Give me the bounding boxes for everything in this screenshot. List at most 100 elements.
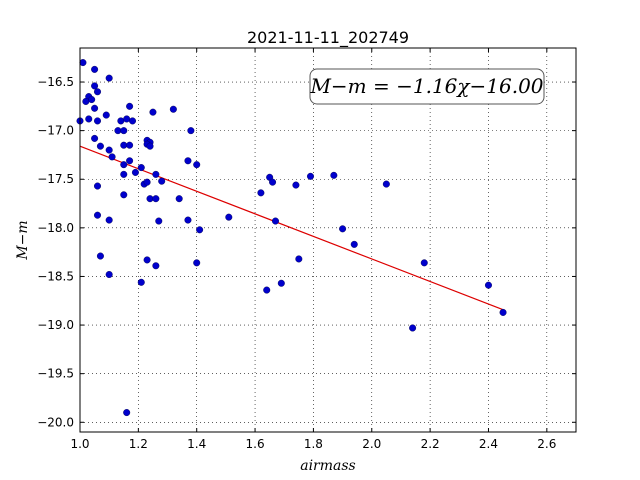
data-point — [339, 225, 347, 233]
data-point — [277, 279, 285, 287]
data-point — [126, 141, 134, 149]
data-point — [350, 240, 358, 248]
data-point — [120, 161, 128, 169]
data-point — [169, 105, 177, 113]
data-point — [409, 324, 417, 332]
data-point — [158, 177, 166, 185]
data-point — [88, 96, 96, 104]
data-point — [382, 180, 390, 188]
data-point — [193, 161, 201, 169]
y-axis-label: M−m — [15, 220, 31, 260]
axis-ticks: 1.0 1.2 1.4 1.6 1.8 2.0 2.2 2.4 2.6 −16.5 −17.0 −17… — [37, 48, 576, 451]
data-point — [484, 281, 492, 289]
plot-frame — [79, 47, 577, 433]
data-point — [137, 164, 145, 172]
data-point — [108, 153, 116, 161]
data-point — [149, 108, 157, 116]
x-tick-label: 1.2 — [129, 437, 148, 451]
data-point — [187, 127, 195, 135]
data-point — [79, 59, 87, 67]
data-point — [120, 127, 128, 135]
data-point — [94, 211, 102, 219]
annotation-text: M−m = −1.16χ−16.00 — [309, 74, 543, 98]
data-point — [306, 172, 314, 180]
data-point — [102, 111, 110, 119]
data-point — [82, 97, 90, 105]
data-point — [131, 168, 139, 176]
data-point — [96, 252, 104, 260]
data-point — [91, 65, 99, 73]
x-tick-label: 1.8 — [304, 437, 323, 451]
y-tick-label: −19.5 — [37, 367, 74, 381]
data-point — [175, 195, 183, 203]
data-point — [105, 74, 113, 82]
x-tick-label: 2.4 — [479, 437, 498, 451]
data-point — [420, 259, 428, 267]
y-tick-label: −18.0 — [37, 221, 74, 235]
data-point — [120, 170, 128, 178]
data-point — [91, 134, 99, 142]
x-tick-label: 1.0 — [70, 437, 89, 451]
data-point — [295, 255, 303, 263]
data-point — [152, 170, 160, 178]
data-point — [143, 178, 151, 186]
data-point — [94, 182, 102, 190]
data-point — [152, 262, 160, 270]
data-point — [292, 181, 300, 189]
data-point — [330, 171, 338, 179]
x-tick-label: 1.4 — [187, 437, 206, 451]
data-point — [120, 141, 128, 149]
x-tick-label: 2.6 — [537, 437, 556, 451]
data-point — [129, 117, 137, 125]
data-point — [126, 157, 134, 165]
data-point — [152, 195, 160, 203]
y-tick-label: −17.5 — [37, 172, 74, 186]
data-point — [196, 226, 204, 234]
fit-annotation: M−m = −1.16χ−16.00 — [309, 68, 545, 105]
data-point — [96, 142, 104, 150]
annotation-box — [309, 68, 545, 105]
data-point — [225, 213, 233, 221]
y-tick-label: −16.5 — [37, 75, 74, 89]
data-point — [94, 117, 102, 125]
data-point — [126, 102, 134, 110]
data-point — [105, 216, 113, 224]
fit-line — [79, 145, 504, 311]
x-tick-label: 2.2 — [421, 437, 440, 451]
data-point — [120, 191, 128, 199]
data-point — [94, 88, 102, 96]
data-point — [117, 117, 125, 125]
x-axis-label: airmass — [300, 458, 356, 474]
data-point — [146, 195, 154, 203]
data-point — [263, 286, 271, 294]
data-point — [499, 308, 507, 316]
y-tick-label: −17.0 — [37, 124, 74, 138]
data-point — [85, 115, 93, 123]
data-point — [269, 178, 277, 186]
data-point — [105, 271, 113, 279]
data-point — [123, 409, 131, 417]
data-point — [193, 259, 201, 267]
data-point — [146, 142, 154, 150]
fit-line-group — [79, 145, 504, 311]
x-tick-label: 2.0 — [362, 437, 381, 451]
data-point — [184, 157, 192, 165]
y-tick-label: −19.0 — [37, 318, 74, 332]
data-point — [137, 278, 145, 286]
scatter-points — [76, 59, 507, 417]
chart-title: 2021-11-11_202749 — [247, 28, 409, 48]
data-point — [114, 127, 122, 135]
data-point — [143, 256, 151, 264]
data-point — [155, 217, 163, 225]
y-tick-label: −20.0 — [37, 415, 74, 429]
data-point — [91, 82, 99, 90]
x-tick-label: 1.6 — [246, 437, 265, 451]
data-point — [257, 189, 265, 197]
data-point — [123, 115, 131, 123]
data-point — [91, 104, 99, 112]
data-point — [271, 217, 279, 225]
data-point — [184, 216, 192, 224]
data-point — [105, 146, 113, 154]
y-tick-label: −18.5 — [37, 269, 74, 283]
